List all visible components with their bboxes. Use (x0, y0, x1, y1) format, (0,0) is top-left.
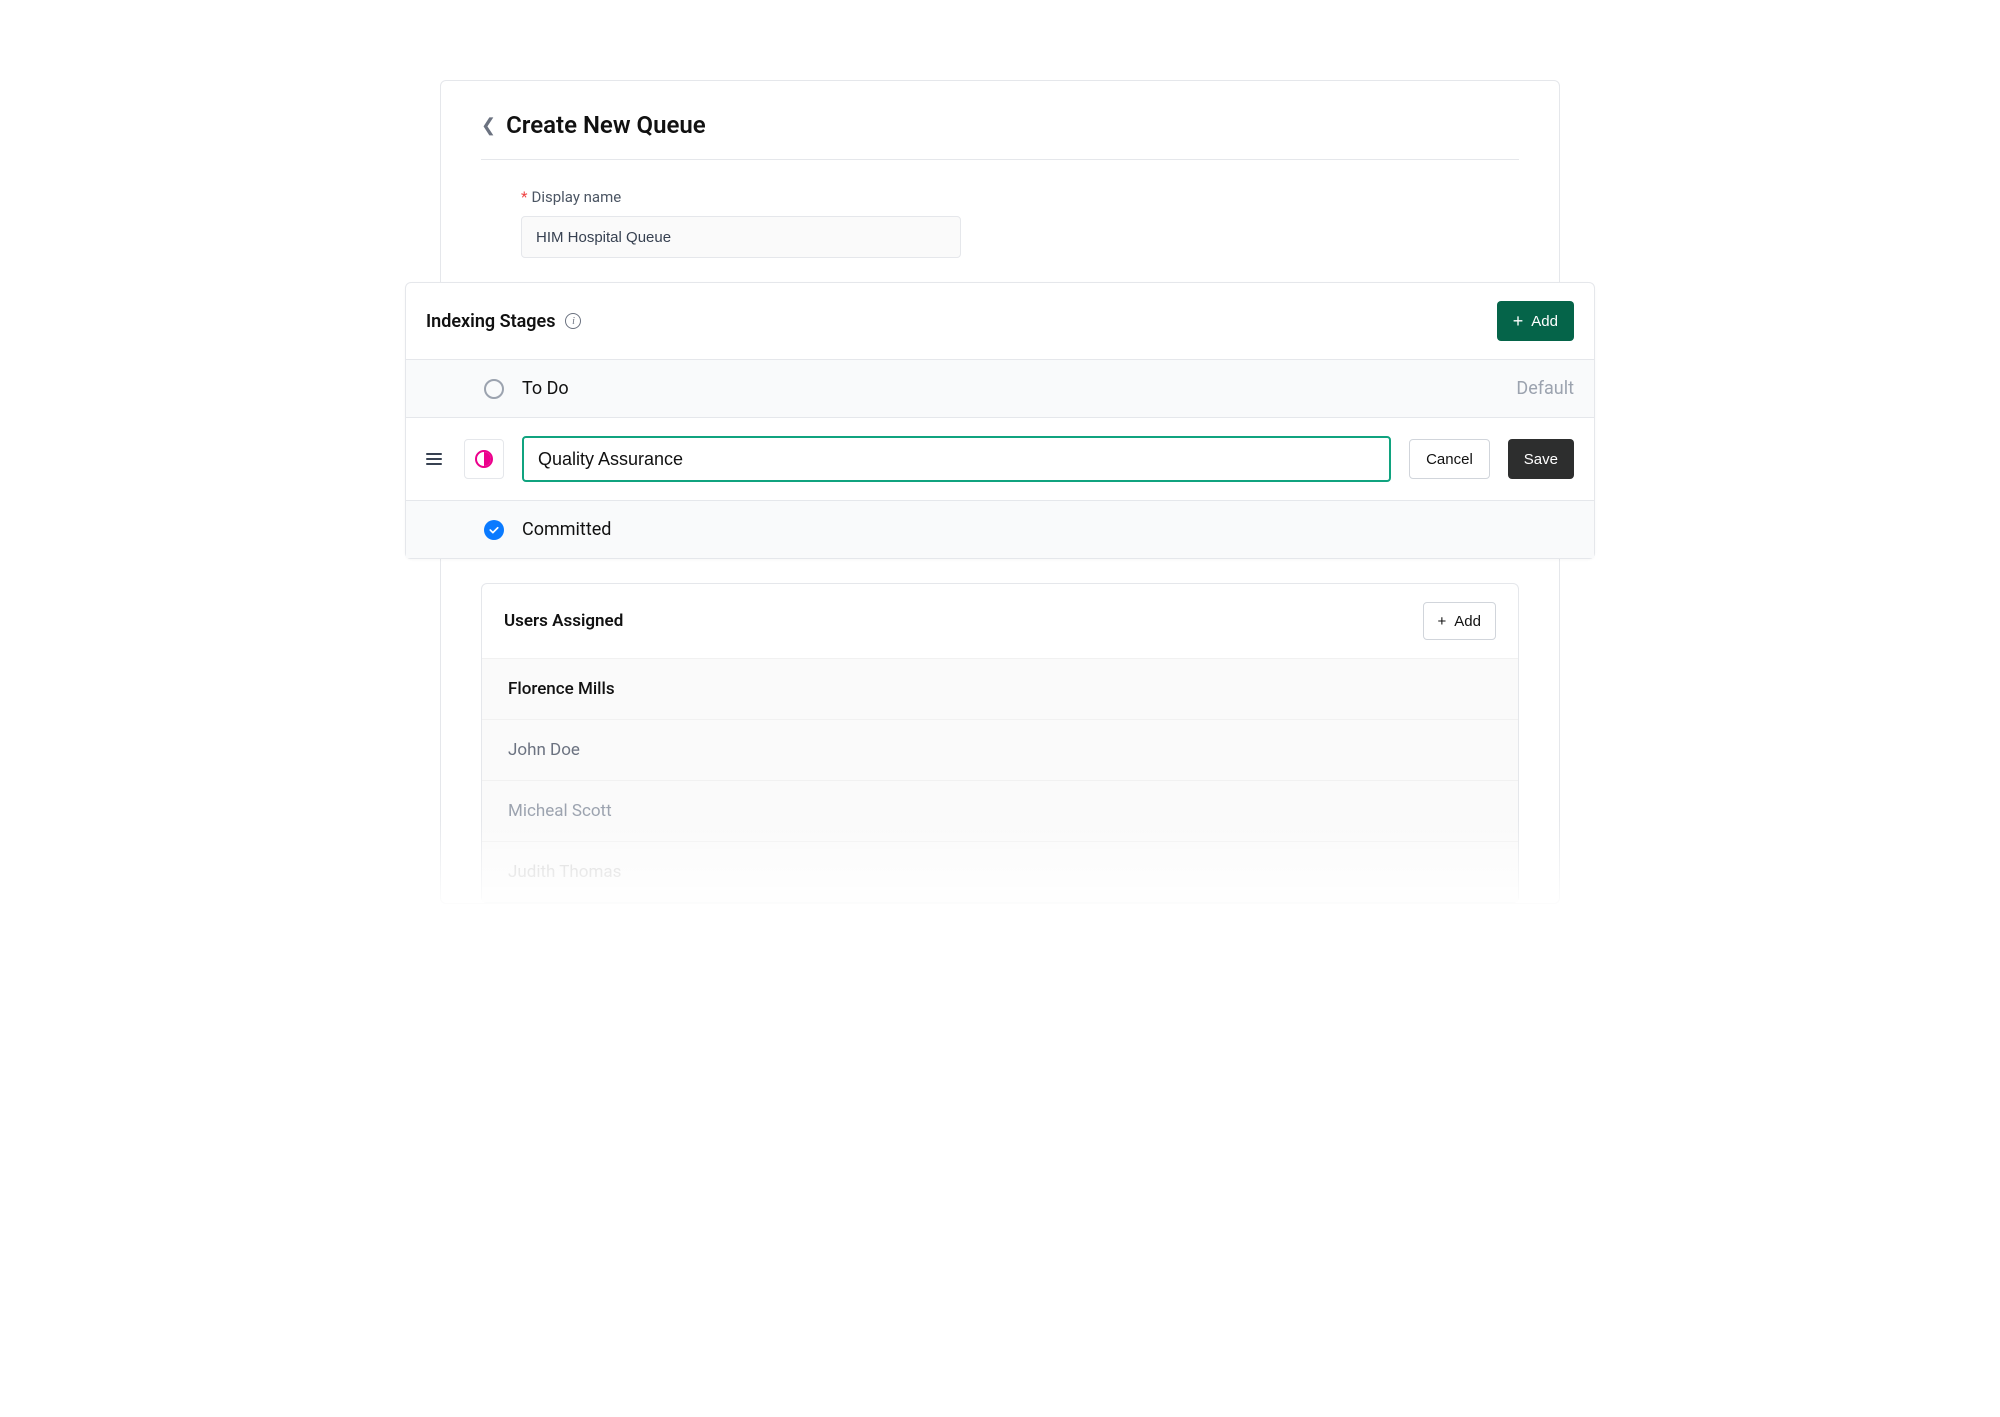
user-row[interactable]: John Doe (482, 719, 1518, 780)
user-name: Judith Thomas (508, 862, 621, 882)
page-title: Create New Queue (506, 111, 706, 139)
users-assigned-card: Users Assigned + Add Florence Mills John… (481, 583, 1519, 903)
display-name-field: *Display name (481, 188, 1519, 282)
add-stage-label: Add (1531, 313, 1558, 330)
save-button[interactable]: Save (1508, 439, 1574, 479)
cancel-label: Cancel (1426, 451, 1473, 468)
stage-name-input[interactable] (522, 436, 1391, 482)
user-name: John Doe (508, 740, 580, 760)
user-row[interactable]: Judith Thomas (482, 841, 1518, 902)
user-name: Florence Mills (508, 679, 615, 699)
back-icon[interactable]: ❮ (481, 115, 496, 136)
stage-row-todo: To Do Default (406, 359, 1594, 418)
default-tag: Default (1516, 378, 1574, 399)
plus-icon: + (1513, 312, 1524, 330)
display-name-label: *Display name (521, 188, 1479, 206)
info-icon[interactable]: i (565, 313, 581, 329)
stage-color-button[interactable] (464, 439, 504, 479)
add-user-label: Add (1454, 613, 1481, 630)
user-name: Micheal Scott (508, 801, 612, 821)
stage-row-editing: Cancel Save (406, 418, 1594, 500)
add-user-button[interactable]: + Add (1423, 602, 1496, 640)
add-stage-button[interactable]: + Add (1497, 301, 1574, 341)
radio-unchecked-icon[interactable] (484, 379, 504, 399)
page-header: ❮ Create New Queue (481, 111, 1519, 160)
user-row[interactable]: Micheal Scott (482, 780, 1518, 841)
app-frame: ❮ Create New Queue *Display name Indexin… (360, 40, 1640, 940)
cancel-button[interactable]: Cancel (1409, 439, 1490, 479)
indexing-stages-card: Indexing Stages i + Add To Do Default (405, 282, 1595, 559)
user-row[interactable]: Florence Mills (482, 658, 1518, 719)
drag-handle-icon[interactable] (426, 453, 446, 465)
stages-header: Indexing Stages i + Add (406, 283, 1594, 359)
stage-todo-label: To Do (522, 378, 1498, 399)
save-label: Save (1524, 451, 1558, 468)
users-header: Users Assigned + Add (482, 584, 1518, 658)
users-title: Users Assigned (504, 611, 623, 631)
stages-title-wrap: Indexing Stages i (426, 311, 581, 332)
stage-row-committed: Committed (406, 500, 1594, 558)
display-name-input[interactable] (521, 216, 961, 258)
main-card: ❮ Create New Queue *Display name Indexin… (440, 80, 1560, 904)
display-name-label-text: Display name (531, 188, 621, 206)
required-star: * (521, 188, 527, 206)
stages-title: Indexing Stages (426, 311, 555, 332)
radio-checked-icon[interactable] (484, 520, 504, 540)
plus-icon: + (1438, 613, 1447, 630)
stage-committed-label: Committed (522, 519, 1574, 540)
contrast-icon (475, 450, 493, 468)
